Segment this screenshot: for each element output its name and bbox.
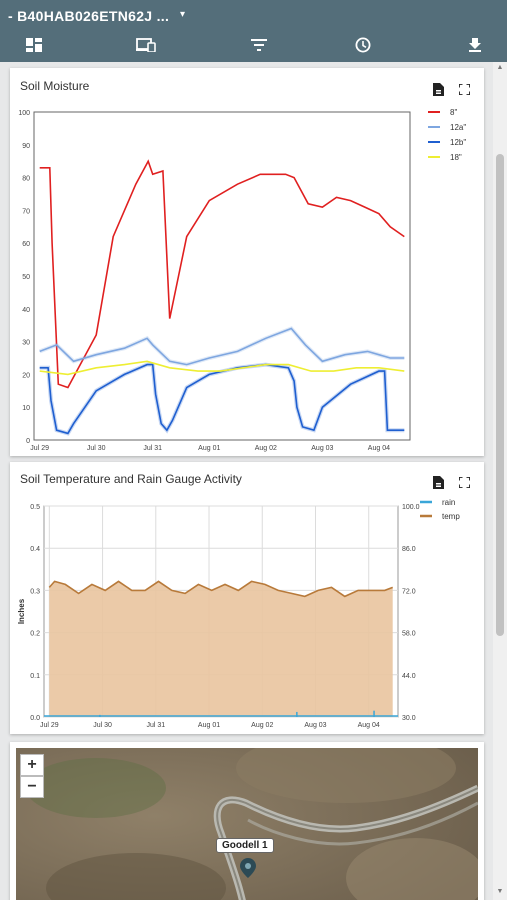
filter-button[interactable] (246, 34, 272, 56)
dashboard-icon (26, 38, 42, 52)
y-tick-label: 30 (22, 340, 30, 347)
x-tick-label: Aug 01 (198, 722, 220, 729)
y2-tick-label: 30.0 (402, 715, 416, 722)
chevron-down-icon[interactable]: ▾ (180, 9, 186, 20)
x-tick-label: Aug 04 (368, 445, 390, 452)
y2-tick-label: 86.0 (402, 546, 416, 553)
zoom-out-button[interactable]: − (20, 776, 44, 798)
download-button[interactable] (462, 34, 488, 56)
y2-tick-label: 44.0 (402, 673, 416, 680)
y2-tick-label: 72.0 (402, 588, 416, 595)
legend-label-3: 18" (450, 153, 462, 162)
legend-label-2: 12b" (450, 138, 466, 147)
y-tick-label: 90 (22, 143, 30, 150)
x-tick-label: Aug 03 (304, 722, 326, 729)
x-tick-label: Jul 30 (93, 722, 112, 729)
x-tick-label: Aug 01 (198, 445, 220, 452)
soil-moisture-chart: 0 10 20 30 40 50 60 70 80 90 100 Jul 29 Jul 30 Jul 31… (18, 108, 466, 452)
legend-label-0: rain (442, 498, 455, 507)
devices-button[interactable] (133, 34, 159, 56)
x-tick-label: Aug 03 (311, 445, 333, 452)
download-icon (469, 38, 481, 52)
x-tick-label: Jul 31 (146, 722, 165, 729)
satellite-map[interactable]: + − Goodell 1 (16, 748, 478, 900)
y-tick-label: 0.1 (30, 673, 40, 680)
soil-temp-title: Soil Temperature and Rain Gauge Activity (20, 472, 242, 486)
map-card: + − Goodell 1 (10, 742, 484, 900)
y-tick-label: 10 (22, 405, 30, 412)
page-scrollbar[interactable]: ▲ ▼ (493, 62, 507, 900)
map-marker-icon[interactable] (240, 858, 256, 878)
app-header: - B40HAB026ETN62J ... ▾ (0, 0, 507, 62)
series-line-1 (39, 327, 405, 366)
x-tick-label: Aug 02 (251, 722, 273, 729)
plot-area (33, 111, 411, 441)
marker-label: Goodell 1 (216, 838, 274, 853)
y-tick-label: 80 (22, 176, 30, 183)
series-line-3 (39, 360, 405, 376)
soil-temp-card: Soil Temperature and Rain Gauge Activity… (10, 462, 484, 734)
legend-label-0: 8" (450, 108, 457, 117)
legend-label-1: temp (442, 512, 460, 521)
y-tick-label: 0.2 (30, 631, 40, 638)
y-tick-label: 0.0 (30, 715, 40, 722)
map-terrain (16, 748, 478, 900)
series-line-0 (39, 159, 405, 389)
y2-tick-label: 100.0 (402, 504, 420, 511)
y-tick-label: 50 (22, 274, 30, 281)
soil-temp-chart: 0.0 0.1 0.2 0.3 0.4 0.5 30.0 44.0 58.0 72.0 86.0 10… (17, 498, 460, 729)
y-tick-label: 0.4 (30, 546, 40, 553)
filter-icon (251, 39, 267, 51)
y-tick-label: 100 (18, 110, 30, 117)
y-tick-label: 0.5 (30, 504, 40, 511)
save-button[interactable] (430, 81, 446, 97)
scroll-down-icon[interactable]: ▼ (496, 888, 504, 895)
series-line-2 (39, 363, 405, 435)
dashboard-content: Soil Moisture 0 10 20 30 40 50 60 70 80 90 100 Jul … (0, 62, 493, 900)
x-tick-label: Jul 29 (30, 445, 49, 452)
x-tick-label: Jul 29 (40, 722, 59, 729)
y-tick-label: 20 (22, 372, 30, 379)
devices-icon (136, 38, 156, 52)
x-tick-label: Aug 04 (358, 722, 380, 729)
x-tick-label: Aug 02 (255, 445, 277, 452)
temp-area (49, 581, 393, 717)
temp-line (48, 580, 393, 598)
scroll-thumb[interactable] (496, 154, 504, 636)
x-tick-label: Jul 30 (87, 445, 106, 452)
device-title[interactable]: - B40HAB026ETN62J ... (8, 8, 170, 24)
y-tick-label: 60 (22, 241, 30, 248)
y-axis-label: Inches (17, 598, 26, 624)
y-tick-label: 0 (26, 438, 30, 445)
soil-moisture-title: Soil Moisture (20, 79, 90, 93)
soil-moisture-card: Soil Moisture 0 10 20 30 40 50 60 70 80 90 100 Jul … (10, 68, 484, 456)
save-file-icon (432, 82, 444, 96)
y-tick-label: 40 (22, 307, 30, 314)
y2-tick-label: 58.0 (402, 631, 416, 638)
clock-icon (355, 37, 371, 53)
save-button[interactable] (430, 474, 446, 490)
legend-label-1: 12a" (450, 123, 466, 132)
zoom-in-button[interactable]: + (20, 754, 44, 776)
dashboard-button[interactable] (21, 34, 47, 56)
y-tick-label: 70 (22, 208, 30, 215)
history-button[interactable] (350, 34, 376, 56)
save-file-icon (432, 475, 444, 489)
scroll-up-icon[interactable]: ▲ (496, 64, 504, 71)
y-tick-label: 0.3 (30, 588, 40, 595)
x-tick-label: Jul 31 (143, 445, 162, 452)
